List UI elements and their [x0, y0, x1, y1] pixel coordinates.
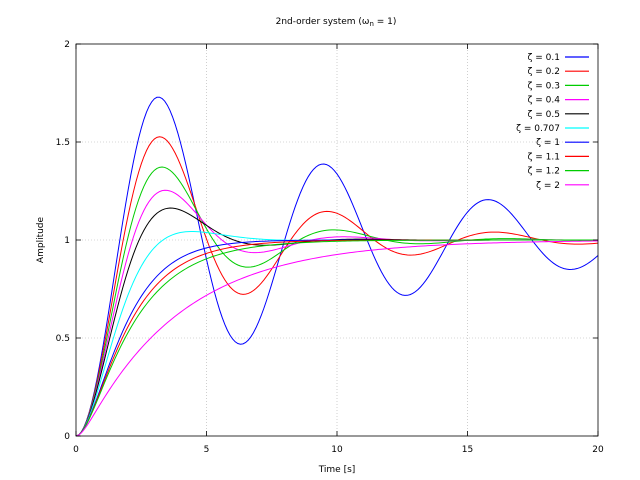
axis-ticks — [75, 43, 599, 437]
legend-label: ζ = 0.4 — [528, 96, 561, 106]
legend-label: ζ = 1.1 — [528, 152, 560, 162]
y-tick-label: 2 — [64, 40, 70, 50]
y-tick-label: 0.5 — [56, 334, 70, 344]
y-axis-title: Amplitude — [36, 216, 46, 263]
series-line — [75, 136, 599, 437]
series-line — [75, 231, 598, 437]
legend-label: ζ = 0.2 — [528, 67, 560, 77]
series-lines — [75, 96, 599, 437]
legend-label: ζ = 2 — [536, 181, 560, 191]
legend-label: ζ = 0.707 — [516, 124, 560, 134]
legend-label: ζ = 0.3 — [528, 81, 560, 91]
legend-label: ζ = 0.1 — [528, 53, 560, 63]
chart-title-subscript: n — [369, 20, 373, 28]
x-axis-title: Time [s] — [318, 465, 356, 475]
y-tick-label: 0 — [64, 432, 70, 442]
y-tick-label: 1.5 — [56, 138, 70, 148]
chart-title-end: = 1) — [374, 17, 397, 27]
axis-tick-labels: 0 5 10 15 20 0 0.5 1 1.5 2 — [56, 40, 604, 455]
series-line — [75, 166, 599, 437]
series-line — [75, 239, 598, 437]
chart-title: 2nd-order system (ωn = 1) — [276, 17, 397, 28]
x-tick-label: 15 — [462, 445, 473, 455]
legend-label: ζ = 1 — [536, 138, 560, 148]
x-tick-label: 20 — [592, 445, 604, 455]
series-line — [75, 96, 599, 437]
legend-label: ζ = 1.2 — [528, 167, 560, 177]
x-tick-label: 0 — [73, 445, 79, 455]
legend: ζ = 0.1 ζ = 0.2 ζ = 0.3 ζ = 0.4 ζ = 0.5 ζ = 0… — [516, 53, 589, 191]
x-tick-label: 10 — [331, 445, 343, 455]
series-line — [75, 240, 599, 437]
y-tick-label: 1 — [64, 236, 70, 246]
x-tick-label: 5 — [204, 445, 210, 455]
chart-title-main: 2nd-order system (ω — [276, 17, 370, 27]
legend-label: ζ = 0.5 — [528, 110, 560, 120]
